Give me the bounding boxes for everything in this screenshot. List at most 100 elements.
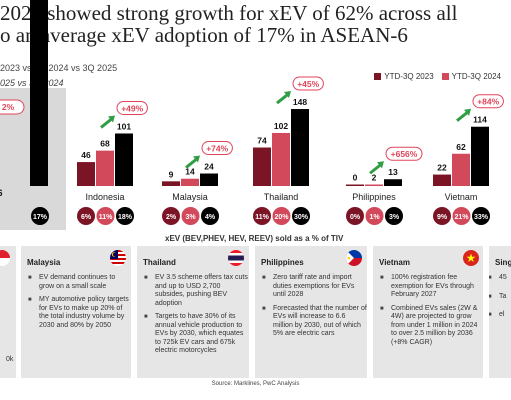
bar-value-label: 13 [388, 167, 398, 177]
card-singapore: Sing 45 Ta el [489, 246, 511, 378]
share-badge [116, 207, 134, 225]
share-label: 9% [437, 214, 448, 221]
source-note: Source: Marklines, PwC Analysis [211, 381, 300, 387]
growth-arrow-icon [456, 111, 468, 122]
share-badge [272, 207, 291, 225]
share-badge [452, 207, 471, 225]
card-asean: 0k [0, 246, 16, 378]
bar-value-label: 114 [473, 115, 487, 125]
legend-label-2024: YTD-3Q 2024 [451, 72, 501, 81]
chart-subtitle: 2023 vs 3Q 2024 vs 3Q 2025 [0, 63, 118, 73]
growth-badge [0, 99, 25, 115]
card-malaysia-title: Malaysia [27, 258, 61, 267]
bar-value-label: 22 [437, 163, 447, 173]
bar-value-label: 24 [204, 162, 214, 172]
bar-indonesia-1 [96, 150, 114, 186]
bar-value-label-partial: 6 [0, 188, 3, 198]
card-asean-bullets: 0k [0, 356, 13, 370]
bar-value-label: 9 [169, 169, 174, 179]
share-badge [346, 207, 364, 225]
indonesia-flag-icon [0, 250, 10, 266]
share-label: 21% [454, 214, 469, 221]
bar-value-label: 2 [372, 173, 377, 183]
bar-indonesia-2 [115, 133, 133, 186]
chart-legend: YTD-3Q 2023 YTD-3Q 2024 [374, 72, 501, 81]
bar-philippines-1 [365, 184, 383, 186]
growth-label: 2% [2, 102, 15, 112]
xev-bar-chart: 40462%17%4668101Indonesia+49%6%11%18%914… [0, 0, 504, 225]
card-singapore-bullet-3: el [489, 311, 507, 320]
share-label: 11% [99, 214, 113, 221]
card-philippines-title: Philippines [261, 258, 304, 267]
card-singapore-bullets: 45 Ta el [489, 274, 507, 325]
philippines-flag-icon [346, 250, 362, 266]
growth-badge [116, 100, 148, 115]
card-thailand: Thailand EV 3.5 scheme offers tax cuts a… [137, 246, 249, 378]
bar-malaysia-2 [200, 173, 218, 186]
share-label: 11% [255, 214, 269, 221]
card-philippines-bullets: Zero tariff rate and import duties exemp… [255, 274, 367, 344]
share-label: 17% [33, 214, 48, 221]
growth-label: +656% [391, 149, 418, 159]
bar-value-label: 46 [81, 150, 91, 160]
share-label: 3% [389, 214, 400, 221]
share-label: 20% [274, 214, 289, 221]
growth-badge [472, 94, 504, 109]
growth-label: +45% [297, 79, 319, 89]
card-vietnam-bullet-2: Combined EVs sales (2W & 4W) are project… [380, 305, 483, 348]
legend-swatch-2024 [441, 73, 449, 81]
growth-arrow-head-icon [464, 108, 471, 116]
country-label: Thailand [264, 192, 299, 202]
share-label: 30% [294, 214, 309, 221]
card-thailand-bullet-1: EV 3.5 scheme offers tax cuts and up to … [144, 274, 249, 308]
share-label: 6% [81, 214, 92, 221]
bar-indonesia-0 [77, 162, 95, 186]
card-vietnam-bullets: 100% registration fee exemption for EVs … [373, 274, 483, 352]
growth-label: +84% [477, 97, 499, 107]
bar-vietnam-0 [433, 174, 451, 186]
share-badge [472, 207, 490, 225]
growth-arrow-head-icon [193, 155, 200, 163]
card-vietnam: Vietnam 100% registration fee exemption … [373, 246, 483, 378]
legend-item-2024: YTD-3Q 2024 [441, 72, 501, 81]
bar-malaysia-0 [162, 181, 180, 186]
share-badge [31, 207, 49, 225]
country-label: Vietnam [445, 192, 478, 202]
bar-malaysia-1 [181, 178, 199, 186]
xev-share-label: xEV (BEV,PHEV, HEV, REEV) sold as a % of… [165, 234, 344, 243]
card-singapore-bullet-1: 45 [489, 274, 507, 283]
bar-vietnam-2 [471, 126, 489, 186]
growth-arrow-head-icon [284, 91, 291, 99]
share-badge [96, 207, 115, 225]
share-badge [385, 207, 403, 225]
country-label: Philippines [352, 192, 396, 202]
growth-arrow-head-icon [108, 115, 115, 123]
title-line-1: 2025 showed strong growth for xEV of 62%… [0, 1, 458, 25]
share-badge [201, 207, 219, 225]
share-badge [365, 207, 384, 225]
card-malaysia-bullets: EV demand continues to grow on a small s… [21, 274, 131, 335]
share-label: 0% [350, 214, 361, 221]
growth-label: +49% [121, 103, 143, 113]
bar-value-label: 0 [353, 173, 358, 183]
card-singapore-title: Sing [495, 258, 511, 267]
bar-value-label: 62 [456, 142, 466, 152]
growth-arrow-icon [369, 164, 381, 175]
bar-thailand-0 [253, 147, 271, 186]
card-vietnam-bullet-1: 100% registration fee exemption for EVs … [380, 274, 483, 300]
card-thailand-title: Thailand [143, 258, 176, 267]
card-malaysia-bullet-2: MY automotive policy targets for EVs to … [28, 296, 131, 330]
card-philippines-bullet-1: Zero tariff rate and import duties exemp… [262, 274, 367, 300]
vietnam-flag-icon [463, 250, 479, 266]
bar-philippines-2 [384, 179, 402, 186]
bar-value-label: 102 [274, 121, 288, 131]
share-label: 1% [369, 214, 380, 221]
share-label: 33% [474, 214, 489, 221]
title-line-2: o an average xEV adoption of 17% in ASEA… [0, 23, 408, 47]
bar-value-label: 101 [117, 121, 131, 131]
share-badge [77, 207, 95, 225]
card-thailand-bullet-2: Targets to have 30% of its annual vehicl… [144, 313, 249, 356]
card-philippines: Philippines Zero tariff rate and import … [255, 246, 367, 378]
share-badge [292, 207, 310, 225]
share-badge [162, 207, 180, 225]
